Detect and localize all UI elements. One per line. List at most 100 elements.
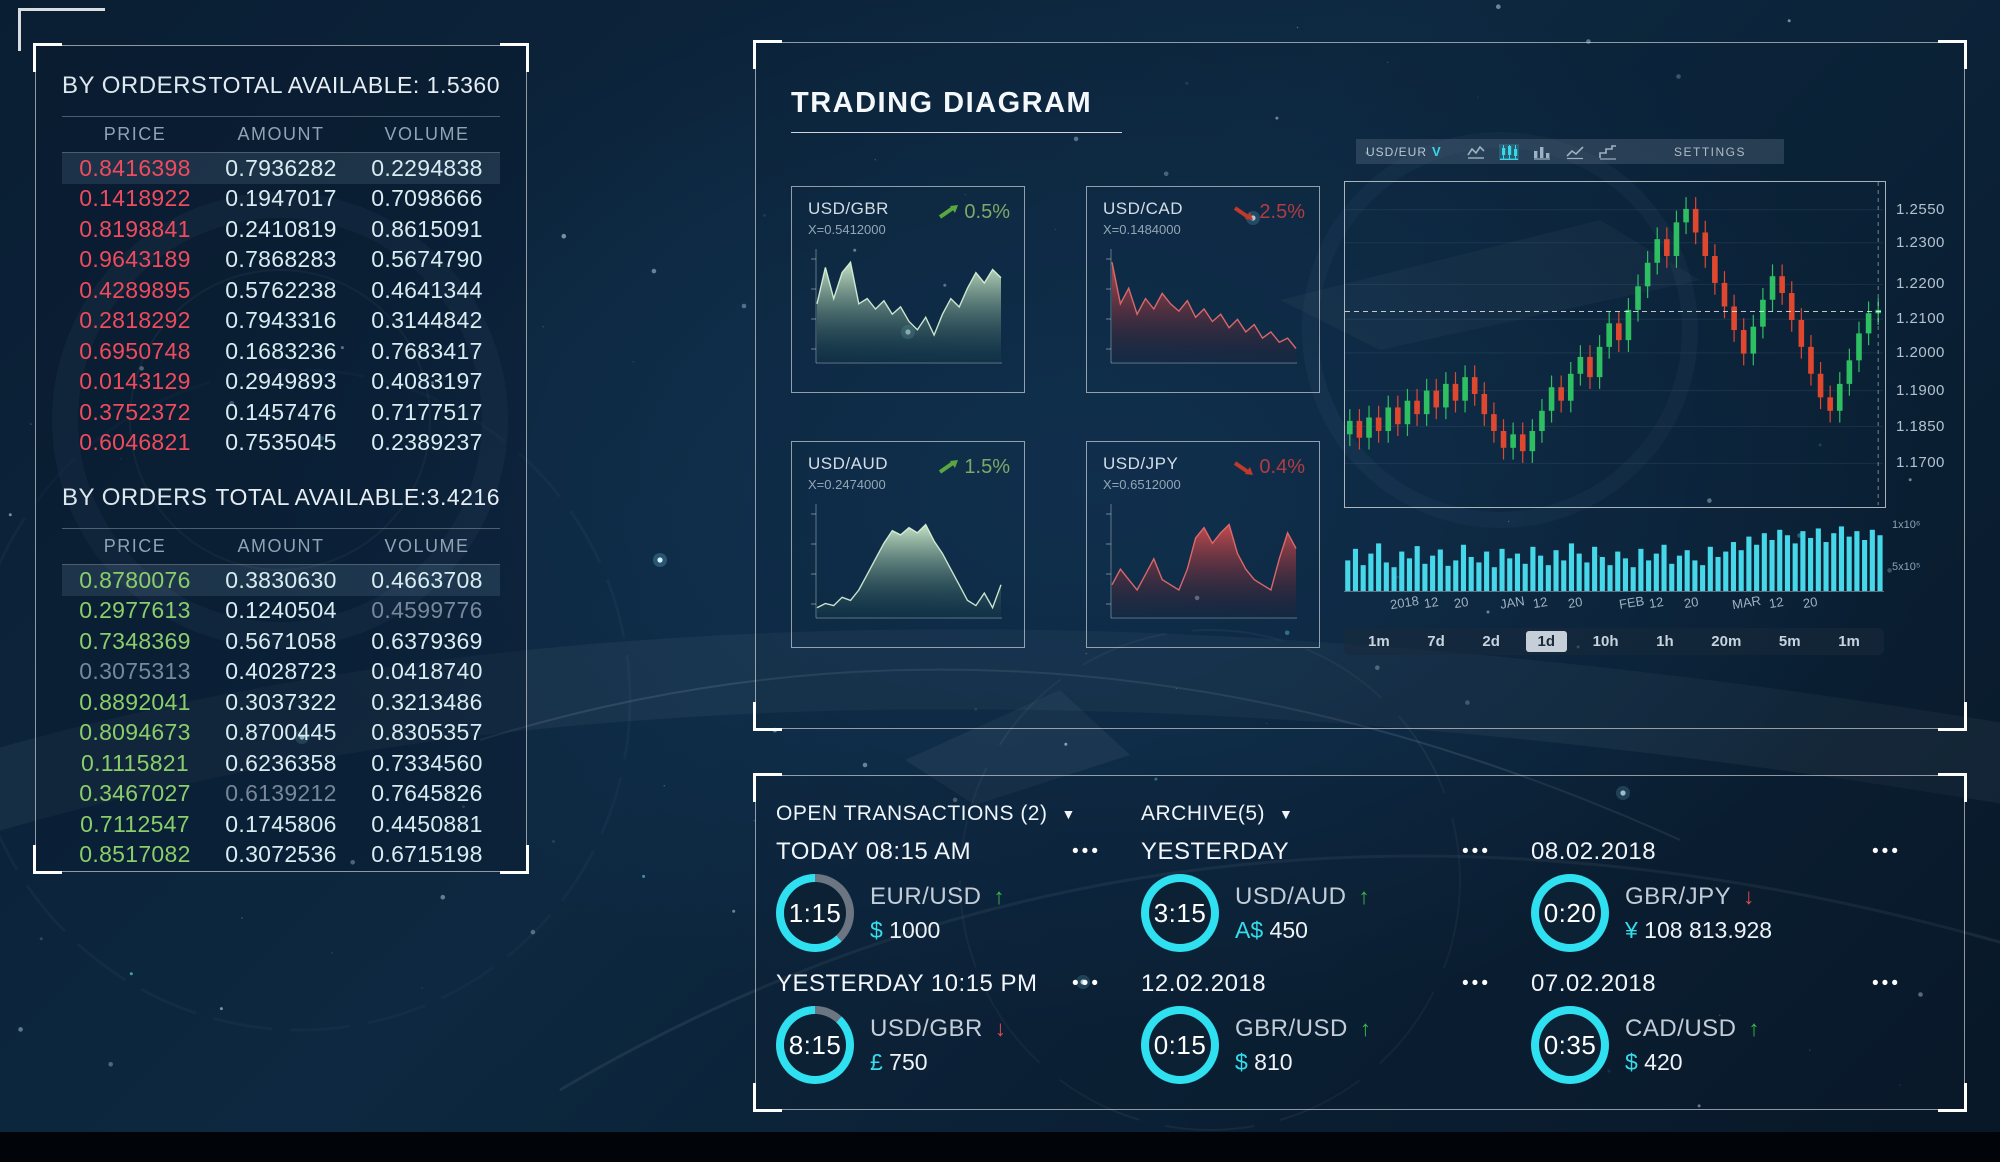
order-row[interactable]: 0.7348369 0.5671058 0.6379369 [62,626,500,657]
transaction-amount: $ 1000 [870,917,1005,944]
time-range-button-1h-5[interactable]: 1h [1656,633,1674,650]
more-options-button[interactable]: ••• [1462,973,1491,994]
order-row[interactable]: 0.8892041 0.3037322 0.3213486 [62,687,500,718]
order-row[interactable]: 0.8780076 0.3830630 0.4663708 [62,565,500,596]
order-row[interactable]: 0.3075313 0.4028723 0.0418740 [62,657,500,688]
amount-cell: 0.7868283 [225,246,337,273]
step-chart-icon[interactable] [1598,144,1618,160]
timer-value: 1:15 [788,897,842,928]
order-row[interactable]: 0.3467027 0.6139212 0.7645826 [62,779,500,810]
mini-chart-card-usd-gbr[interactable]: USD/GBR X=0.5412000 0.5% [791,186,1025,393]
order-row[interactable]: 0.8094673 0.8700445 0.8305357 [62,718,500,749]
transaction-card-header: YESTERDAY 10:15 PM ••• [776,970,1141,998]
chevron-down-icon[interactable]: ▼ [1279,806,1294,822]
order-row[interactable]: 0.0143129 0.2949893 0.4083197 [62,367,500,398]
order-row[interactable]: 0.1418922 0.1947017 0.7098666 [62,184,500,215]
bar-chart-icon[interactable] [1532,144,1552,160]
volume-cell: 0.2389237 [371,429,483,456]
time-range-button-10h-4[interactable]: 10h [1592,633,1619,650]
transaction-amount: A$ 450 [1235,917,1370,944]
volume-cell: 0.7177517 [371,398,483,425]
transaction-amount: $ 810 [1235,1049,1371,1076]
sparkline-svg [1106,249,1297,364]
mini-sparkline [1097,500,1303,637]
transaction-card-header: 08.02.2018 ••• [1531,838,1941,866]
line-chart-icon[interactable] [1466,144,1486,160]
order-row[interactable]: 0.6046821 0.7535045 0.2389237 [62,428,500,459]
amount-cell: 0.2410819 [225,215,337,242]
pair-selector-dropdown[interactable]: USD/EUR V [1366,144,1442,159]
corner-bracket [753,773,782,802]
price-axis-label: 1.1700 [1896,454,1945,472]
down-arrow-icon: ↓ [994,1015,1007,1041]
corner-bracket [1938,1083,1967,1112]
amount-value: 420 [1637,1048,1683,1075]
order-row[interactable]: 0.3752372 0.1457476 0.7177517 [62,397,500,428]
archive-label: ARCHIVE(5) [1141,802,1266,825]
more-options-button[interactable]: ••• [1462,841,1491,862]
up-arrow-icon: ↑ [993,883,1006,909]
order-row[interactable]: 0.2818292 0.7943316 0.3144842 [62,306,500,337]
time-range-button-7d-1[interactable]: 7d [1427,633,1445,650]
orders-column-headers: PRICE AMOUNT VOLUME [62,528,500,565]
order-row[interactable]: 0.8517082 0.3072536 0.6715198 [62,840,500,871]
pair-label: USD/AUD [1235,882,1347,910]
volume-cell: 0.3144842 [371,307,483,334]
candlestick-chart-icon[interactable] [1498,143,1519,160]
settings-button[interactable]: SETTINGS [1673,144,1746,159]
timer-ring-inner: 8:15 [784,1014,846,1076]
amount-cell: 0.6139212 [225,780,337,807]
mini-chart-header: USD/JPY X=0.6512000 [1103,454,1181,492]
order-row[interactable]: 0.9643189 0.7868283 0.5674790 [62,245,500,276]
mini-sparkline [1097,245,1303,382]
order-row[interactable]: 0.7112547 0.1745806 0.4450881 [62,809,500,840]
corner-bracket [1938,773,1967,802]
price-cell: 0.3752372 [79,398,191,425]
area-line-chart-icon[interactable] [1565,144,1585,160]
column-header: PRICE [103,536,167,556]
date-axis-label: JAN [1498,593,1526,612]
pair-label: GBR/JPY [1625,882,1732,910]
mini-chart-card-usd-cad[interactable]: USD/CAD X=0.1484000 2.5% [1086,186,1320,393]
x-value-label: X=0.2474000 [808,477,886,492]
time-range-button-1m-8[interactable]: 1m [1838,633,1860,650]
amount-cell: 0.1947017 [225,185,337,212]
more-options-button[interactable]: ••• [1072,841,1101,862]
transaction-date: YESTERDAY 10:15 PM [776,970,1038,997]
order-row[interactable]: 0.1115821 0.6236358 0.7334560 [62,748,500,779]
order-row[interactable]: 0.8198841 0.2410819 0.8615091 [62,214,500,245]
amount-value: 450 [1263,916,1308,943]
transaction-info: USD/GBR ↓ £ 750 [870,1015,1006,1076]
price-cell: 0.3467027 [79,780,191,807]
order-row[interactable]: 0.8416398 0.7936282 0.2294838 [62,153,500,184]
more-options-button[interactable]: ••• [1072,973,1101,994]
time-range-button-20m-6[interactable]: 20m [1711,633,1742,650]
time-range-button-1d-3[interactable]: 1d [1525,631,1568,652]
candlestick-chart[interactable] [1344,181,1886,508]
transaction-amount: $ 420 [1625,1049,1760,1076]
timer-value: 0:15 [1153,1029,1207,1060]
chevron-down-icon[interactable]: ▼ [1061,806,1076,822]
price-cell: 0.6046821 [79,429,191,456]
transaction-amount: ¥ 108 813.928 [1625,917,1772,944]
currency-pair: USD/GBR ↓ [870,1015,1006,1043]
transaction-card-header: TODAY 08:15 AM ••• [776,838,1141,866]
time-range-button-1m-0[interactable]: 1m [1368,633,1390,650]
volume-cell: 0.4641344 [371,276,483,303]
transaction-date: 08.02.2018 [1531,838,1657,865]
order-row[interactable]: 0.4289895 0.5762238 0.4641344 [62,275,500,306]
order-row[interactable]: 0.2977613 0.1240504 0.4599776 [62,596,500,627]
transaction-card-header: YESTERDAY ••• [1141,838,1531,866]
more-options-button[interactable]: ••• [1872,841,1901,862]
more-options-button[interactable]: ••• [1872,973,1901,994]
volume-cell: 0.6379369 [371,627,483,654]
mini-chart-card-usd-aud[interactable]: USD/AUD X=0.2474000 1.5% [791,441,1025,648]
volume-cell: 0.8615091 [371,215,483,242]
mini-chart-card-usd-jpy[interactable]: USD/JPY X=0.6512000 0.4% [1086,441,1320,648]
currency-symbol: ¥ [1625,916,1638,943]
corner-bracket [500,845,529,874]
time-range-button-5m-7[interactable]: 5m [1778,633,1801,650]
order-row[interactable]: 0.6950748 0.1683236 0.7683417 [62,336,500,367]
time-range-button-2d-2[interactable]: 2d [1482,633,1500,650]
transaction-card: 12.02.2018 ••• 0:15 GBR/USD ↑ $ 810 [1141,970,1531,1096]
